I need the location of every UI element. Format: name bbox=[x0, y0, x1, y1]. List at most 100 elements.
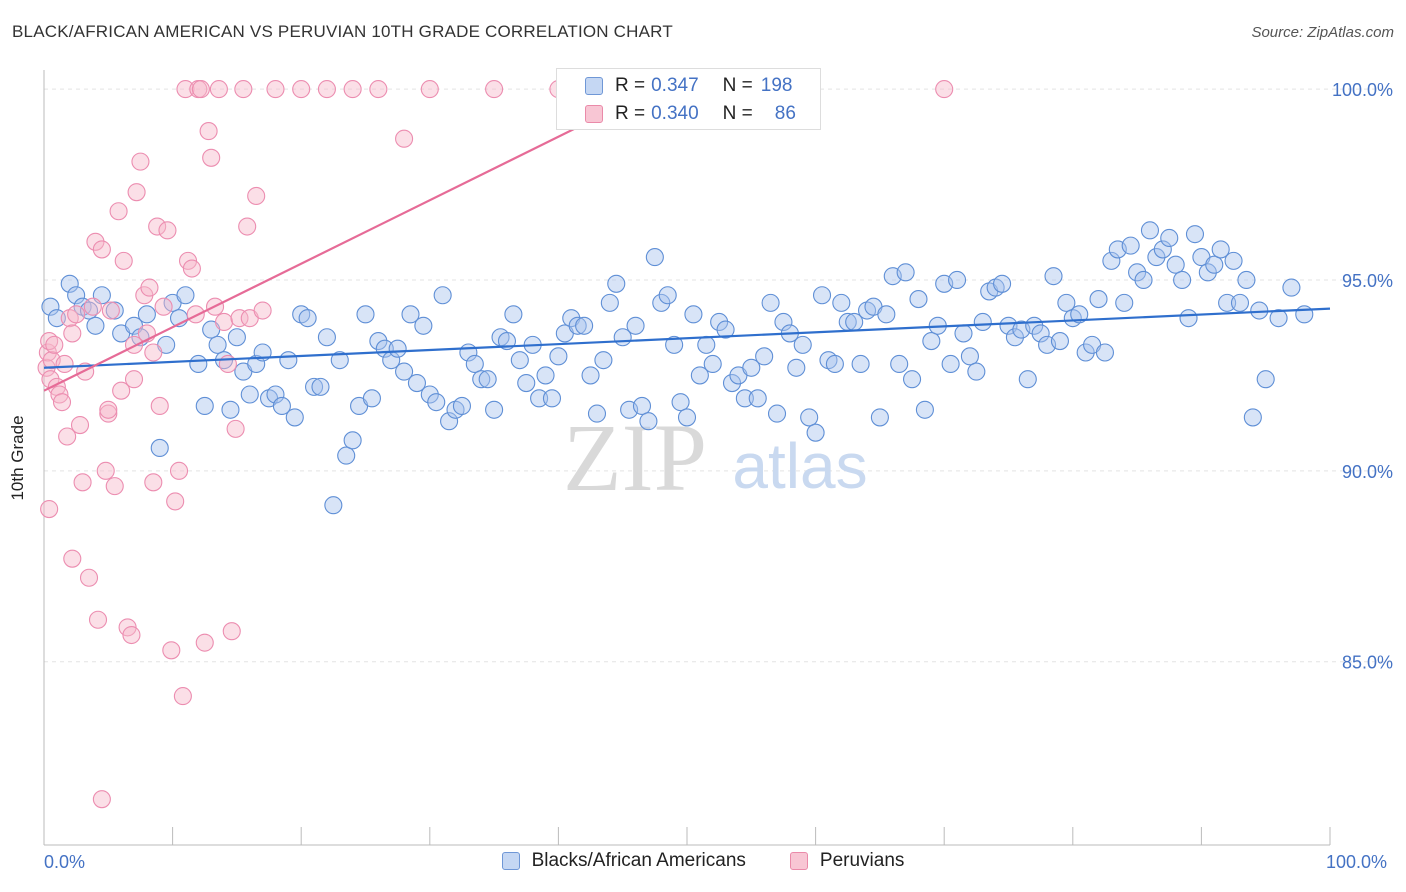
peruvians-point bbox=[226, 419, 245, 438]
legend-label-peruvians: Peruvians bbox=[819, 850, 905, 871]
peruvians-point bbox=[79, 568, 99, 587]
peruvians-legend-swatch bbox=[789, 852, 808, 870]
peruvians-point bbox=[158, 221, 177, 240]
blacks-point bbox=[806, 423, 825, 442]
blacks-point bbox=[722, 374, 742, 393]
blacks-point bbox=[665, 335, 684, 354]
blacks-point bbox=[1237, 270, 1256, 290]
peruvians-point bbox=[195, 633, 214, 652]
zipatlas-watermark: ZIP atlas bbox=[563, 404, 868, 511]
peruvians-point bbox=[222, 622, 241, 641]
blacks-point bbox=[414, 316, 433, 335]
blacks-point bbox=[465, 354, 484, 374]
blacks-point bbox=[767, 404, 787, 423]
blacks-point bbox=[690, 366, 709, 385]
blacks-point bbox=[1044, 267, 1063, 286]
peruvians-point bbox=[105, 477, 124, 496]
peruvians-point bbox=[109, 202, 128, 221]
peruvians-point bbox=[131, 152, 150, 171]
blacks-point bbox=[401, 305, 420, 324]
peruvians-point bbox=[247, 186, 266, 206]
blacks-point bbox=[735, 389, 754, 408]
peruvians-point bbox=[92, 240, 111, 259]
blacks-point bbox=[607, 274, 626, 293]
blacks-point bbox=[1179, 309, 1198, 328]
blacks-point bbox=[60, 274, 79, 293]
blacks-point bbox=[195, 396, 214, 416]
blacks-point bbox=[902, 370, 922, 389]
peruvians-point bbox=[144, 343, 163, 362]
peruvians-point bbox=[369, 80, 388, 99]
y-tick-label: 85.0% bbox=[1342, 653, 1393, 673]
y-tick-labels: 100.0% 95.0% 90.0% 85.0% bbox=[1332, 80, 1393, 673]
blacks-point bbox=[266, 385, 285, 404]
peruvians-point bbox=[191, 80, 210, 99]
blacks-point bbox=[1166, 255, 1185, 274]
peruvians-point bbox=[234, 80, 253, 99]
blacks-point bbox=[324, 496, 343, 515]
peruvians-point bbox=[55, 354, 74, 374]
blacks-point bbox=[452, 396, 472, 416]
peruvians-point bbox=[83, 297, 102, 316]
peruvians-point bbox=[67, 305, 86, 324]
blacks-point bbox=[1115, 293, 1134, 312]
blacks-point bbox=[710, 312, 729, 332]
blacks-point bbox=[755, 347, 774, 366]
blacks-point bbox=[1128, 263, 1147, 282]
blacks-point bbox=[504, 305, 523, 324]
peruvians-point bbox=[292, 80, 311, 99]
blacks-point bbox=[1243, 408, 1262, 427]
blacks-point bbox=[1269, 309, 1288, 328]
blacks-point bbox=[1185, 225, 1205, 244]
peruvians-point bbox=[148, 217, 167, 236]
peruvians-point bbox=[214, 312, 234, 332]
peruvians-point bbox=[63, 549, 82, 568]
blacks-point bbox=[240, 385, 259, 404]
blacks-point bbox=[1005, 328, 1024, 347]
blacks-point bbox=[433, 286, 452, 305]
blacks-point bbox=[1230, 293, 1250, 312]
stats-row-blacks: R = 0.347 N = 198 bbox=[557, 71, 820, 101]
blacks-point bbox=[626, 316, 645, 335]
blacks-point bbox=[896, 263, 915, 282]
peruvians-point bbox=[266, 80, 285, 99]
peruvians-point bbox=[166, 492, 185, 511]
blacks-point bbox=[703, 354, 722, 374]
blacks-point bbox=[105, 301, 124, 320]
blacks-point bbox=[388, 339, 407, 358]
peruvians-swatch bbox=[585, 105, 603, 123]
blacks-point bbox=[478, 370, 497, 389]
peruvians-point bbox=[99, 400, 118, 419]
blacks-point bbox=[1153, 240, 1172, 259]
blacks-point bbox=[247, 354, 266, 374]
blacks-point bbox=[1295, 305, 1314, 324]
peruvians-point bbox=[114, 251, 133, 270]
peruvians-point bbox=[124, 370, 144, 389]
blacks-point bbox=[221, 400, 240, 419]
blacks-point bbox=[941, 354, 960, 374]
blacks-point bbox=[1140, 221, 1160, 240]
blacks-point bbox=[536, 366, 555, 385]
blacks-point bbox=[1205, 255, 1224, 274]
y-tick-label: 100.0% bbox=[1332, 80, 1393, 100]
blacks-point bbox=[1057, 293, 1076, 312]
stats-legend: R = 0.347 N = 198 R = 0.340 N = 86 bbox=[556, 68, 821, 130]
blacks-point bbox=[1282, 278, 1301, 297]
blacks-point bbox=[748, 389, 767, 408]
chart-source: Source: ZipAtlas.com bbox=[1251, 24, 1394, 41]
blacks-point bbox=[909, 290, 928, 309]
blacks-point bbox=[1198, 263, 1217, 282]
stats-row-peruvians: R = 0.340 N = 86 bbox=[557, 99, 820, 129]
blacks-swatch bbox=[585, 77, 603, 95]
blacks-point bbox=[1173, 270, 1192, 290]
blacks-point bbox=[542, 389, 562, 408]
peruvians-point bbox=[485, 80, 504, 99]
blacks-point bbox=[575, 316, 594, 335]
n-value: 198 bbox=[760, 75, 793, 96]
blacks-point bbox=[137, 305, 156, 324]
peruvians-point bbox=[99, 404, 118, 423]
blacks-point bbox=[761, 293, 780, 312]
y-tick-label: 90.0% bbox=[1342, 462, 1393, 482]
blacks-point bbox=[305, 377, 324, 396]
